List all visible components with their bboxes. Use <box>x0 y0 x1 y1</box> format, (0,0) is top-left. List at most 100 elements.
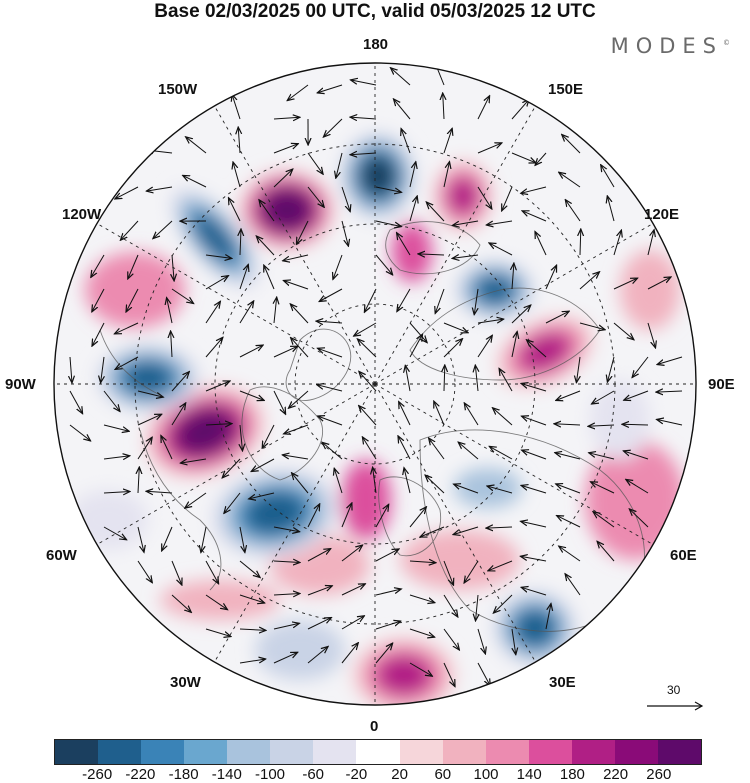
colorbar-swatch <box>356 739 400 765</box>
wind-vector <box>607 196 615 222</box>
anomaly-patch <box>68 490 148 550</box>
wind-vector <box>341 186 350 212</box>
wind-vector <box>307 647 328 664</box>
wind-vector <box>316 321 343 323</box>
colorbar-tick-label: 20 <box>391 766 408 783</box>
wind-vector <box>535 232 547 256</box>
wind-vector <box>522 211 547 222</box>
lon-label-150e: 150E <box>548 81 584 98</box>
wind-vector <box>375 254 393 275</box>
colorbar-tick-label: -60 <box>302 766 325 783</box>
wind-vector <box>511 305 531 324</box>
wind-vector <box>146 186 173 191</box>
wind-vector <box>273 390 286 414</box>
wind-vector <box>375 643 393 664</box>
coastline <box>139 429 222 591</box>
wind-vector <box>580 229 581 256</box>
wind-vector <box>273 623 299 630</box>
wind-vector <box>350 153 377 155</box>
wind-vector <box>273 594 300 596</box>
wind-vector <box>239 390 264 400</box>
wind-vector <box>137 437 152 460</box>
anomaly-high-canada <box>96 344 200 412</box>
wind-vector <box>443 128 452 154</box>
wind-vector <box>333 254 343 279</box>
wind-vector <box>341 503 352 528</box>
wind-vector <box>162 526 173 551</box>
wind-vector <box>565 574 581 596</box>
wind-vector <box>657 356 683 365</box>
wind-vector <box>554 424 581 425</box>
wind-vector <box>493 408 513 426</box>
wind-vector <box>273 346 298 358</box>
wind-vector <box>239 659 266 663</box>
colorbar-swatch <box>657 739 702 765</box>
wind-vector <box>486 221 513 225</box>
wind-vector <box>171 372 189 392</box>
brand-logo: MODES© <box>611 34 730 58</box>
wind-vector <box>647 277 671 290</box>
wind-vector <box>103 390 120 412</box>
map-title: Base 02/03/2025 00 UTC, valid 05/03/2025… <box>154 1 596 22</box>
wind-vector <box>273 652 298 664</box>
wind-vector <box>357 339 377 358</box>
wind-vector <box>477 319 504 323</box>
wind-vector <box>238 127 240 154</box>
meridian-line <box>88 383 376 550</box>
lon-label-0: 0 <box>370 718 379 735</box>
wind-vector <box>307 152 323 174</box>
wind-vector <box>409 322 427 343</box>
meridian-line <box>374 383 541 671</box>
anomaly-patch <box>620 250 680 330</box>
wind-vector <box>391 68 411 86</box>
wind-vector <box>623 451 649 460</box>
wind-vector <box>613 322 634 340</box>
anomaly-patch <box>400 530 520 590</box>
wind-vector <box>394 99 411 120</box>
wind-vector <box>126 288 139 312</box>
meridian-line <box>209 383 376 671</box>
wind-vector <box>409 507 426 528</box>
colorbar-tick-label: -20 <box>345 766 368 783</box>
wind-vector <box>239 629 266 630</box>
wind-vector <box>464 560 479 583</box>
wind-vector <box>409 662 432 676</box>
colorbar-tick-label: -260 <box>82 766 113 783</box>
wind-vector <box>354 322 377 336</box>
wind-vector <box>307 549 331 562</box>
wind-vector <box>239 264 248 290</box>
anomaly-low-bering <box>433 160 493 232</box>
wind-vector <box>289 390 309 408</box>
latitude-circle <box>214 223 536 545</box>
wind-vector <box>521 521 547 528</box>
wind-vector <box>249 492 275 499</box>
wind-vector <box>375 621 401 630</box>
meridian-line <box>374 218 662 385</box>
wind-vector <box>290 304 309 324</box>
wind-vector <box>351 80 377 86</box>
wind-vector <box>240 424 243 451</box>
wind-vector <box>171 560 182 585</box>
meridian-line <box>209 97 376 385</box>
wind-vector <box>545 604 551 630</box>
wind-vector <box>239 301 254 324</box>
wind-vector <box>283 254 309 261</box>
wind-vector <box>657 419 683 426</box>
anomaly-low-central-asia <box>495 315 595 389</box>
wind-vector <box>264 265 275 290</box>
wind-vector <box>429 438 445 460</box>
wind-vector <box>319 288 343 302</box>
colorbar-tick-label: 180 <box>559 766 585 783</box>
coastline <box>378 476 442 557</box>
wind-vector <box>224 492 241 513</box>
wind-vector <box>576 356 580 383</box>
colorbar-swatch <box>313 739 357 765</box>
wind-vector <box>307 186 324 207</box>
wind-vector <box>375 589 401 596</box>
wind-vector <box>409 628 435 637</box>
lon-label-120w: 120W <box>62 206 102 223</box>
wind-vector <box>205 560 219 584</box>
wind-vector <box>486 527 513 528</box>
colorbar-tick-label: -180 <box>168 766 199 783</box>
wind-vector <box>128 254 139 279</box>
